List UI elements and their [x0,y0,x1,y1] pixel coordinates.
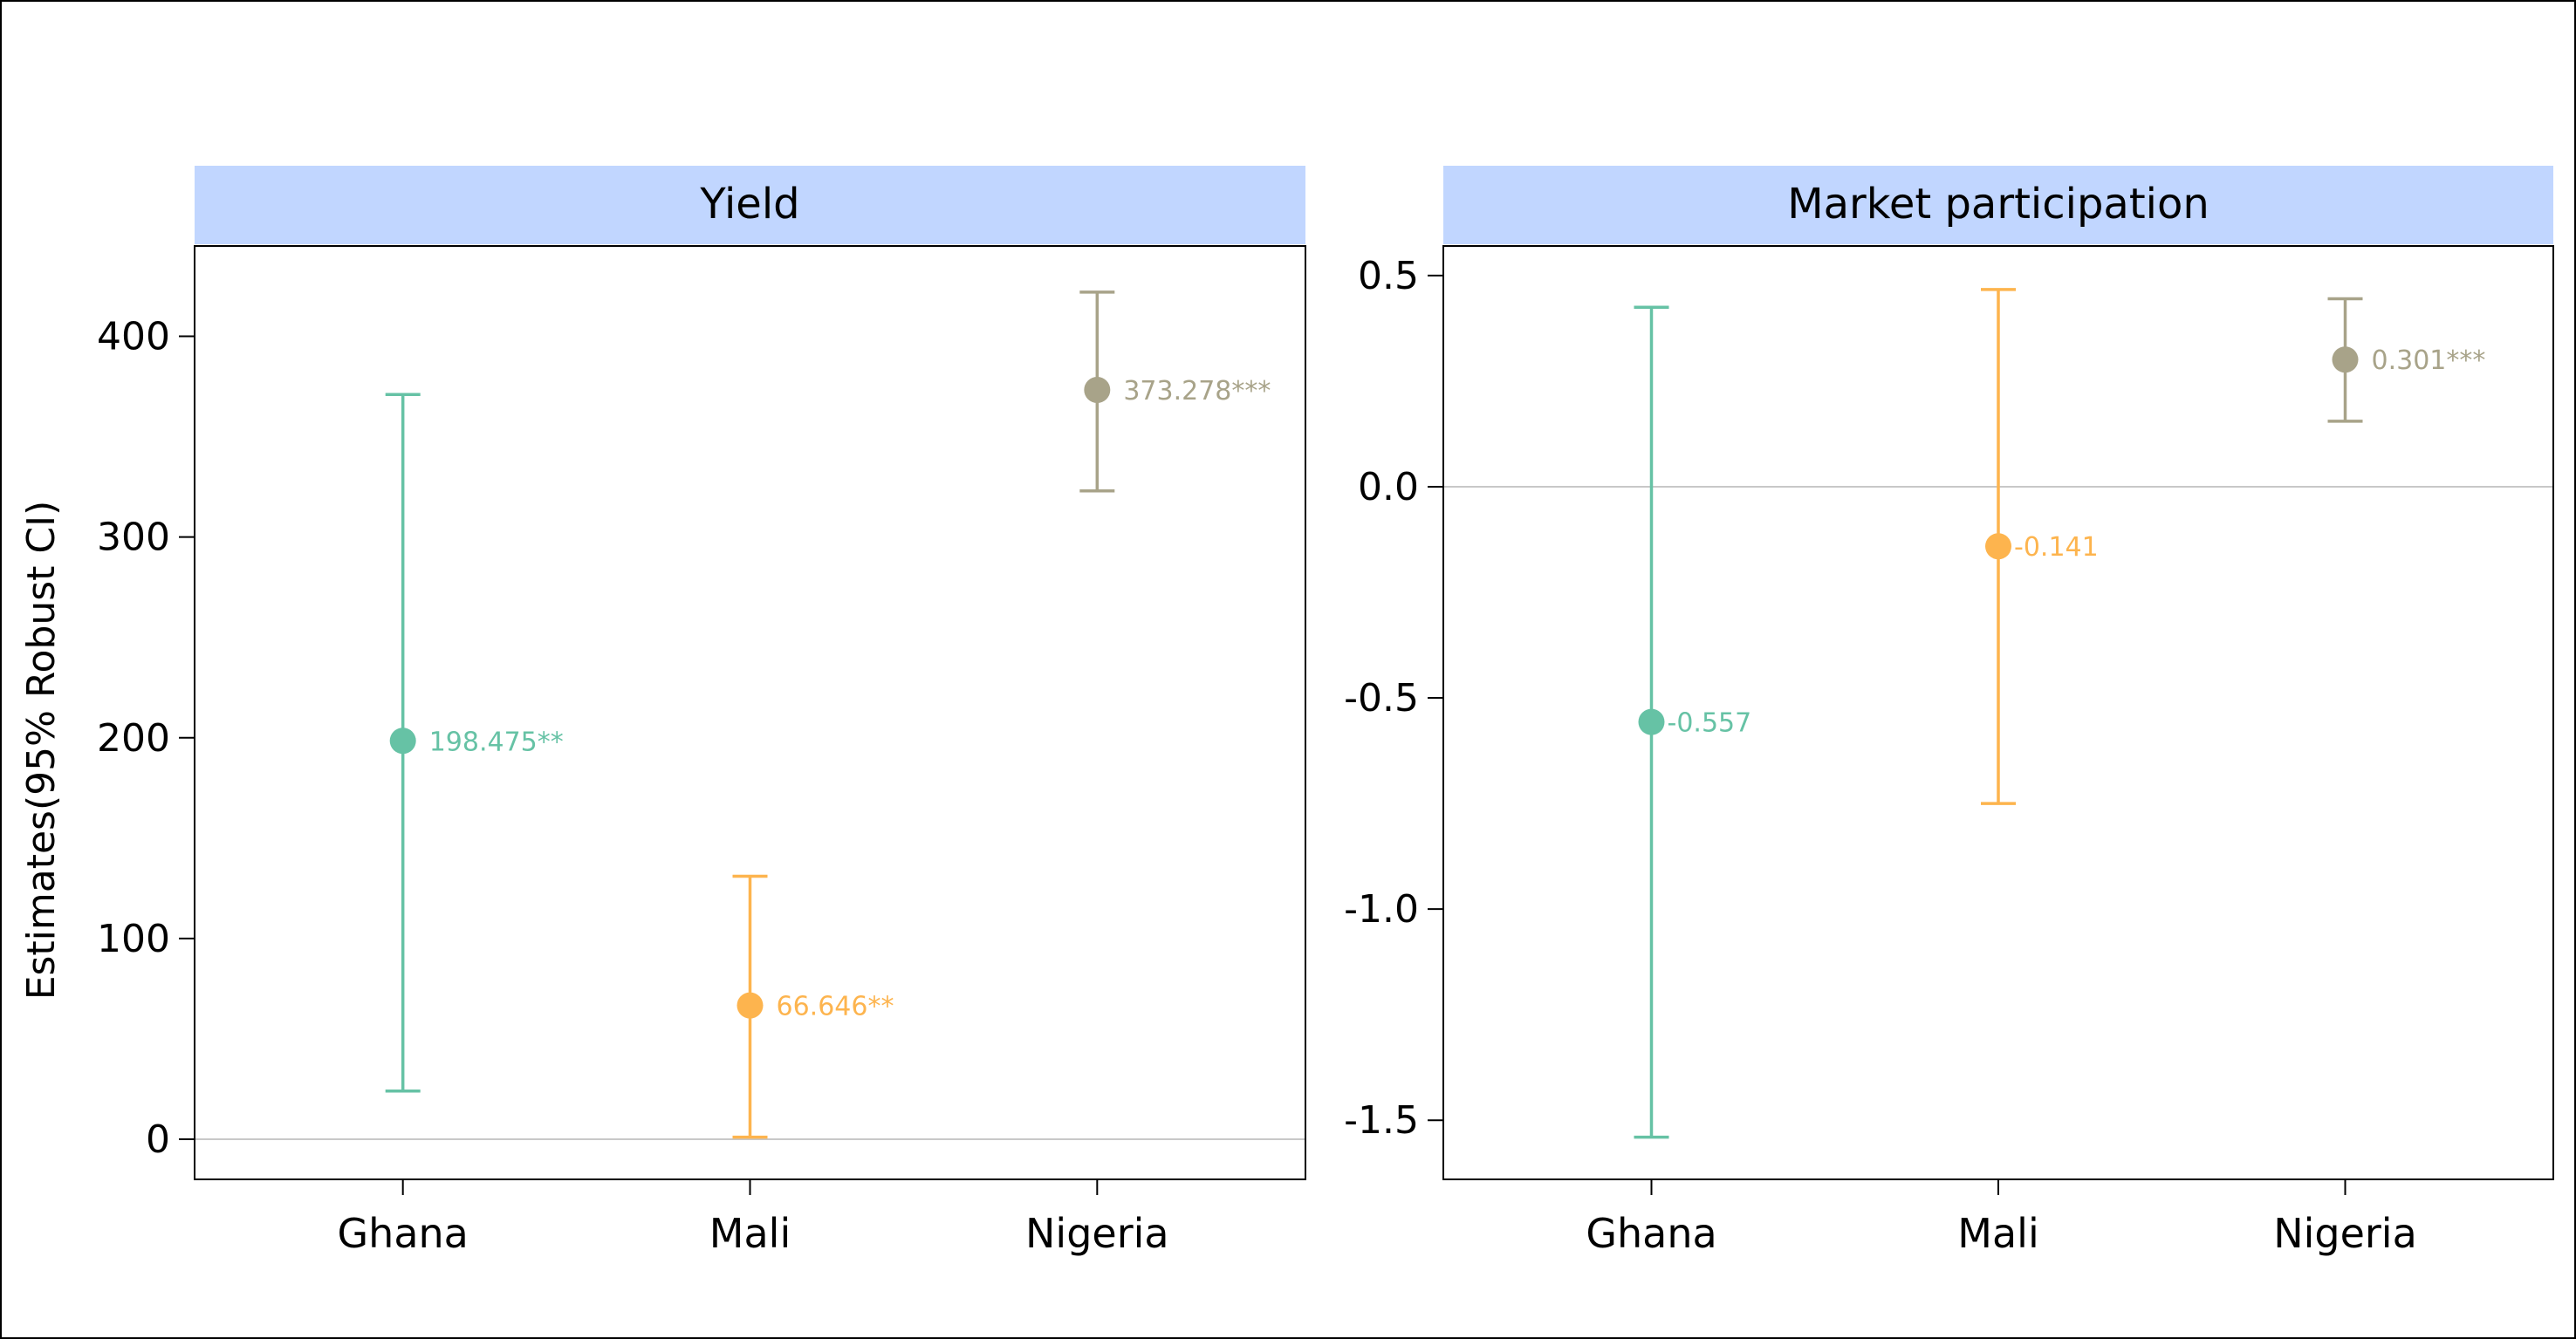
estimate-point [1638,708,1665,735]
y-tick-label: 400 [97,315,170,359]
x-tick-label: Nigeria [2273,1210,2417,1257]
panel-title-market-participation: Market participation [1787,180,2209,229]
estimate-point [736,992,764,1019]
x-tick-label: Nigeria [1025,1210,1169,1257]
y-tick-label: -0.5 [1344,676,1419,721]
point-label: 0.301*** [2372,345,2486,376]
y-tick-label: -1.5 [1344,1098,1419,1143]
y-tick-label: 100 [97,917,170,961]
estimate-point [2332,346,2359,373]
panel-title-yield: Yield [699,180,799,229]
y-axis-yield: 0 100 200 300 400 [97,315,195,1162]
y-tick-label: 0.0 [1358,465,1419,509]
x-tick-label: Mali [709,1210,791,1257]
point-label: -0.141 [2014,532,2099,563]
x-axis-market-participation: Ghana Mali Nigeria [1586,1179,2417,1257]
estimate-point [1084,377,1111,404]
point-label: 198.475** [429,727,564,757]
point-label: 66.646** [777,992,894,1022]
y-tick-label: 0 [146,1117,170,1162]
y-tick-label: 0.5 [1358,254,1419,298]
panel-yield: Yield 0 100 200 300 400 Ghana Mali Niger… [97,166,1306,1257]
y-axis-title-group: Estimates(95% Robust CI) [19,501,64,1001]
point-label: -0.557 [1668,708,1752,739]
x-axis-yield: Ghana Mali Nigeria [338,1179,1169,1257]
y-axis-market-participation: 0.5 0.0 -0.5 -1.0 -1.5 [1344,254,1443,1143]
panel-market-participation: Market participation 0.5 0.0 -0.5 -1.0 -… [1344,166,2554,1257]
marks-yield: 198.475** 66.646** 373.278*** [385,290,1271,1139]
x-tick-label: Mali [1957,1210,2038,1257]
estimate-point [389,728,416,755]
y-tick-label: 200 [97,716,170,761]
panel-strip-yield [195,166,1305,244]
marks-market-participation: -0.557 -0.141 0.301*** [1634,288,2486,1139]
x-tick-label: Ghana [338,1210,469,1257]
panel-strip-market-participation [1443,166,2553,244]
y-tick-label: -1.0 [1344,887,1419,932]
point-label: 373.278*** [1123,376,1271,406]
y-axis-title: Estimates(95% Robust CI) [19,501,64,1001]
estimate-point [1985,533,2011,560]
y-tick-label: 300 [97,516,170,560]
x-tick-label: Ghana [1586,1210,1716,1257]
